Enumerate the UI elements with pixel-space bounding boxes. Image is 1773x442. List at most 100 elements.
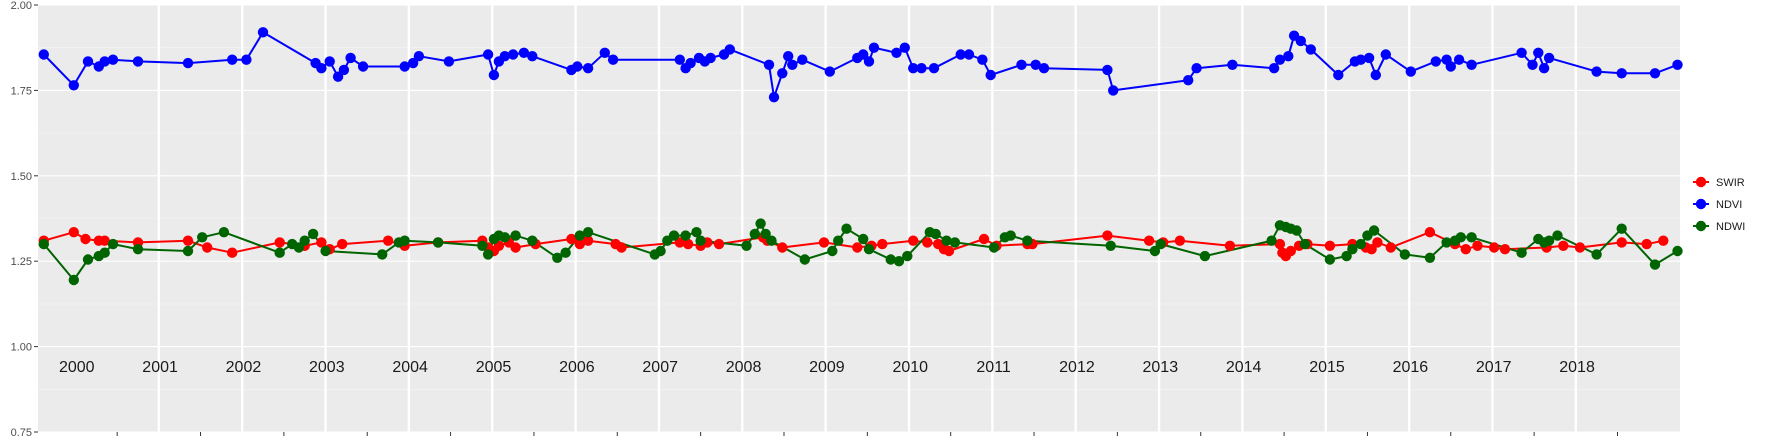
point-ndvi <box>482 49 494 60</box>
point-ndwi <box>1466 232 1477 243</box>
point-ndwi <box>1199 250 1211 262</box>
point-swir <box>1616 237 1627 248</box>
point-ndvi <box>413 51 425 62</box>
point-ndvi <box>257 27 269 38</box>
point-swir <box>713 238 725 250</box>
point-ndvi <box>1616 68 1627 79</box>
point-ndwi <box>1022 235 1033 246</box>
point-swir <box>566 233 577 245</box>
point-ndwi <box>680 230 691 241</box>
legend-marker-swir <box>1695 176 1707 188</box>
point-swir <box>99 235 110 246</box>
point-ndvi <box>324 56 335 67</box>
point-ndwi <box>930 228 941 240</box>
point-swir <box>1174 235 1186 246</box>
y-tick-label: 1.00 <box>11 342 32 354</box>
point-ndwi <box>197 232 208 243</box>
point-ndvi <box>899 42 910 53</box>
legend-label-swir: SWIR <box>1716 177 1745 189</box>
point-ndvi <box>1538 62 1550 74</box>
point-swir <box>777 242 788 253</box>
point-ndvi <box>527 51 538 62</box>
legend-marker-ndwi <box>1695 220 1707 232</box>
point-swir <box>852 242 863 253</box>
point-ndvi <box>68 80 80 91</box>
point-ndwi <box>82 254 94 265</box>
point-ndvi <box>1227 59 1238 70</box>
point-ndwi <box>560 247 571 258</box>
point-swir <box>1274 238 1286 250</box>
point-ndwi <box>1368 225 1380 236</box>
point-ndwi <box>527 235 538 246</box>
point-ndwi <box>1616 223 1627 234</box>
point-ndvi <box>99 56 110 67</box>
point-swir <box>1488 242 1500 253</box>
point-ndwi <box>499 232 510 243</box>
point-swir <box>1558 240 1569 251</box>
point-ndwi <box>760 228 771 240</box>
point-ndvi <box>1038 62 1050 74</box>
point-swir <box>978 233 990 245</box>
point-ndvi <box>787 59 798 70</box>
point-ndwi <box>218 227 230 238</box>
point-ndvi <box>227 54 238 65</box>
point-ndvi <box>399 61 410 72</box>
point-ndvi <box>1283 51 1294 62</box>
point-ndwi <box>893 256 905 267</box>
point-ndvi <box>1363 52 1375 64</box>
point-ndvi <box>499 51 510 62</box>
year-labels: 2000 2001 2002 2003 2004 2005 2006 2007 2008 2009… <box>59 359 1595 376</box>
point-ndwi <box>274 247 285 258</box>
year-label: 2007 <box>642 359 678 376</box>
point-ndvi <box>1108 85 1119 96</box>
point-ndvi <box>1030 59 1041 70</box>
legend-label-ndwi: NDWI <box>1716 221 1745 233</box>
point-ndvi <box>1305 44 1317 55</box>
major-gridlines <box>38 4 1680 433</box>
year-label: 2001 <box>142 359 178 376</box>
year-label: 2017 <box>1476 359 1512 376</box>
point-ndvi <box>908 62 919 74</box>
point-ndvi <box>916 62 927 74</box>
point-ndwi <box>1399 249 1411 260</box>
point-swir <box>1324 240 1336 251</box>
point-ndwi <box>755 218 766 229</box>
point-ndvi <box>582 62 594 74</box>
year-label: 2015 <box>1309 359 1345 376</box>
point-ndwi <box>182 245 194 257</box>
point-swir <box>510 242 521 253</box>
point-ndvi <box>182 57 194 69</box>
point-ndvi <box>607 54 619 65</box>
point-ndwi <box>827 245 838 257</box>
point-ndvi <box>1355 54 1367 65</box>
point-ndvi <box>1445 61 1457 72</box>
point-swir <box>227 247 238 258</box>
point-ndvi <box>1543 52 1555 64</box>
point-swir <box>1143 235 1155 246</box>
series-layer <box>38 27 1683 286</box>
point-ndvi <box>777 68 788 79</box>
point-ndvi <box>357 61 369 72</box>
point-ndvi <box>316 62 327 74</box>
point-swir <box>1385 242 1397 253</box>
x-axis <box>116 432 1618 436</box>
point-swir <box>1641 238 1652 250</box>
point-ndwi <box>432 237 444 248</box>
point-ndwi <box>691 227 702 238</box>
point-ndvi <box>1268 62 1280 74</box>
point-ndvi <box>1333 69 1344 81</box>
point-ndvi <box>1102 64 1113 76</box>
point-ndvi <box>1672 59 1683 70</box>
point-ndwi <box>574 230 585 241</box>
legend-marker-ndvi <box>1695 198 1707 210</box>
point-ndwi <box>1552 230 1563 241</box>
point-ndvi <box>518 47 530 58</box>
point-ndvi <box>38 49 49 60</box>
point-ndvi <box>488 69 500 81</box>
point-swir <box>877 238 888 250</box>
year-label: 2004 <box>392 359 428 376</box>
point-ndwi <box>1347 244 1358 255</box>
point-swir <box>582 235 594 246</box>
point-ndwi <box>132 244 144 255</box>
